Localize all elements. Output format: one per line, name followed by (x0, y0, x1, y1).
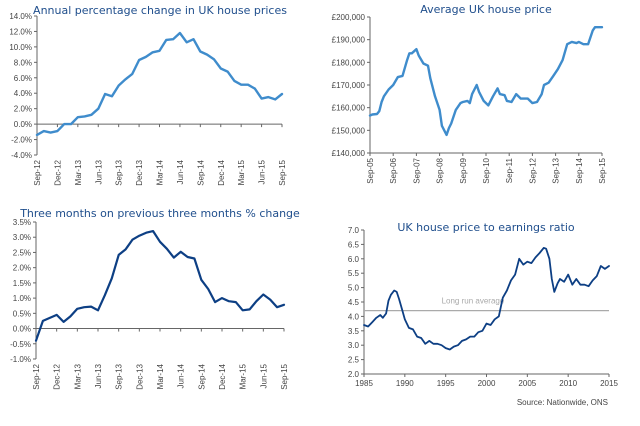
chart-title: UK house price to earnings ratio (397, 221, 575, 234)
y-tick-label: 7.0 (348, 226, 360, 235)
x-tick-label: Dec-12 (53, 159, 62, 185)
x-tick-label: Jun-13 (94, 159, 103, 184)
y-tick-label: 3.5% (13, 218, 31, 227)
x-tick-label: 2010 (559, 379, 577, 388)
x-tick-label: Sep-10 (482, 157, 491, 183)
y-tick-label: 4.0 (348, 312, 360, 321)
x-tick-label: Sep-13 (552, 157, 561, 183)
x-tick-label: Mar-13 (74, 159, 83, 185)
y-tick-label: 2.5% (13, 248, 31, 257)
y-tick-label: 5.5 (348, 269, 360, 278)
x-tick-label: Sep-13 (115, 363, 124, 389)
x-tick-label: 2000 (478, 379, 496, 388)
x-tick-label: Dec-13 (135, 159, 144, 185)
x-tick-label: Mar-13 (73, 363, 82, 389)
x-tick-label: Sep-08 (436, 157, 445, 183)
chart-three-month-change: Three months on previous three months % … (10, 207, 300, 390)
chart-annual-change: Annual percentage change in UK house pri… (9, 4, 287, 186)
x-tick-label: Jun-14 (176, 159, 185, 184)
x-tick-label: Sep-11 (505, 157, 514, 183)
x-tick-label: 1985 (355, 379, 373, 388)
y-tick-label: 6.5 (348, 240, 360, 249)
x-tick-label: Mar-14 (156, 159, 165, 185)
y-tick-label: £160,000 (332, 104, 366, 113)
y-tick-label: 1.5% (13, 279, 31, 288)
chart-title: Three months on previous three months % … (19, 207, 300, 220)
x-tick-label: Mar-15 (237, 159, 246, 185)
chart-title: Average UK house price (420, 3, 552, 16)
y-tick-label: 5.0 (348, 284, 360, 293)
source-note: Source: Nationwide, ONS (517, 398, 608, 407)
series-line (363, 246, 610, 351)
x-tick-label: Jun-15 (258, 159, 267, 184)
chart-price-earnings-ratio: UK house price to earnings ratio 2.0 2.5 3… (348, 221, 619, 388)
x-tick-label: Dec-14 (217, 159, 226, 185)
x-tick-label: 1990 (396, 379, 414, 388)
x-tick-label: Sep-14 (575, 157, 584, 183)
y-tick-label: 6.0 (348, 255, 360, 264)
series-line (35, 31, 284, 137)
y-tick-label: £180,000 (332, 58, 366, 67)
series-line (34, 230, 286, 342)
x-tick-label: Sep-09 (459, 157, 468, 183)
x-tick-label: 2015 (600, 379, 618, 388)
y-tick-label: 0.0% (14, 120, 32, 129)
chart-average-price: Average UK house price £140,000 £150,000 £… (332, 3, 607, 184)
x-tick-label: Sep-07 (412, 157, 421, 183)
y-tick-label: £170,000 (332, 81, 366, 90)
y-tick-label: £140,000 (332, 149, 366, 158)
y-tick-label: 0.5% (13, 309, 31, 318)
y-tick-label: 2.5 (348, 356, 360, 365)
y-tick-label: 0.0% (13, 325, 31, 334)
chart-title: Annual percentage change in UK house pri… (33, 4, 287, 17)
y-tick-label: 2.0% (14, 105, 32, 114)
y-tick-label: 2.0 (348, 370, 360, 379)
y-tick-label: £190,000 (332, 36, 366, 45)
series-line (368, 26, 604, 137)
x-tick-label: Sep-12 (33, 159, 42, 185)
x-tick-label: Jun-13 (94, 363, 103, 388)
x-tick-label: Dec-14 (218, 363, 227, 389)
y-tick-label: 10.0% (9, 43, 32, 52)
long-run-average-label: Long run average (442, 297, 505, 306)
x-tick-label: Jun-14 (177, 363, 186, 388)
x-tick-label: Dec-13 (135, 363, 144, 389)
x-tick-label: Sep-12 (528, 157, 537, 183)
y-tick-label: -0.5% (10, 340, 31, 349)
y-tick-label: 6.0% (14, 74, 32, 83)
y-tick-label: 12.0% (9, 27, 32, 36)
x-tick-label: Sep-06 (389, 157, 398, 183)
x-tick-label: Sep-15 (280, 363, 289, 389)
y-tick-label: -2.0% (11, 136, 32, 145)
x-tick-label: Mar-14 (156, 363, 165, 389)
x-tick-label: 2005 (518, 379, 536, 388)
y-tick-label: 4.0% (14, 89, 32, 98)
x-tick-label: Sep-14 (196, 159, 205, 185)
y-tick-label: 2.0% (13, 264, 31, 273)
x-tick-label: Dec-12 (53, 363, 62, 389)
y-tick-label: -4.0% (11, 151, 32, 160)
y-tick-label: 1.0% (13, 294, 31, 303)
y-tick-label: 3.5 (348, 327, 360, 336)
y-tick-label: 14.0% (9, 12, 32, 21)
y-tick-label: £150,000 (332, 126, 366, 135)
x-tick-label: Sep-12 (32, 363, 41, 389)
y-tick-label: 3.0% (13, 233, 31, 242)
y-tick-label: 8.0% (14, 58, 32, 67)
y-tick-label: £200,000 (332, 13, 366, 22)
x-tick-label: Sep-05 (366, 157, 375, 183)
x-tick-label: Sep-15 (278, 159, 287, 185)
x-tick-label: Sep-13 (115, 159, 124, 185)
y-tick-label: 3.0 (348, 341, 360, 350)
x-tick-label: Sep-14 (197, 363, 206, 389)
x-tick-label: Sep-15 (598, 157, 607, 183)
x-tick-label: 1995 (437, 379, 455, 388)
x-tick-label: Mar-15 (239, 363, 248, 389)
x-tick-label: Jun-15 (259, 363, 268, 388)
y-tick-label: -1.0% (10, 355, 31, 364)
y-tick-label: 4.5 (348, 298, 360, 307)
